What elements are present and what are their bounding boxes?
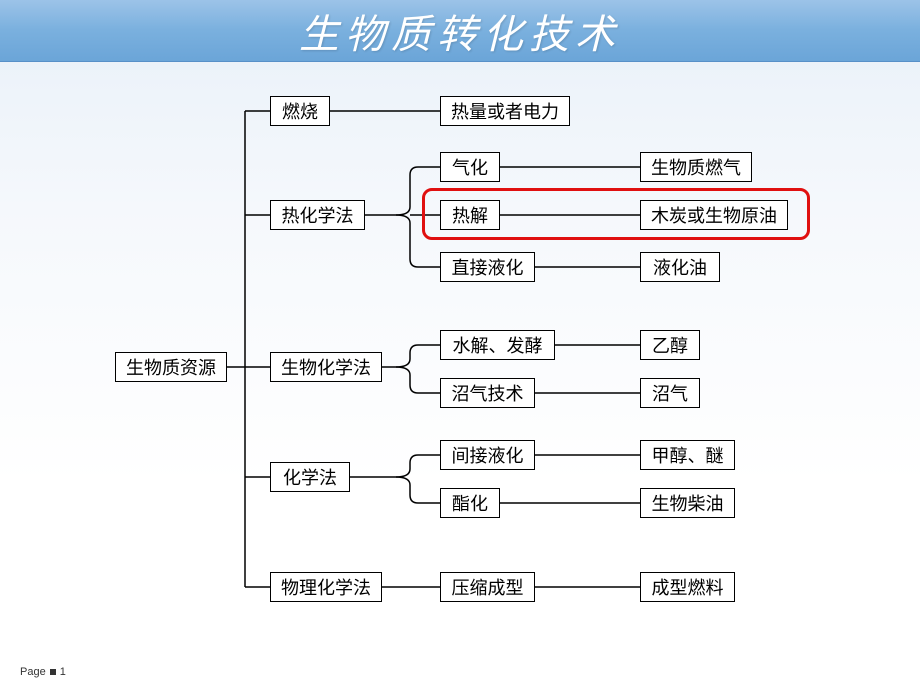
page-number: 1 <box>60 666 66 678</box>
node-o_biod: 生物柴油 <box>640 488 735 518</box>
node-o_meth: 甲醇、醚 <box>640 440 735 470</box>
node-p_combust: 热量或者电力 <box>440 96 570 126</box>
node-o_fuel: 成型燃料 <box>640 572 735 602</box>
page-separator-icon <box>50 669 56 675</box>
node-m1: 燃烧 <box>270 96 330 126</box>
node-p_liquef: 直接液化 <box>440 252 535 282</box>
node-p_gasif: 气化 <box>440 152 500 182</box>
node-m2: 热化学法 <box>270 200 365 230</box>
node-p_ester: 酯化 <box>440 488 500 518</box>
page-label: Page <box>20 666 46 678</box>
slide-title: 生物质转化技术 <box>299 2 621 60</box>
page-footer: Page 1 <box>20 666 66 678</box>
node-o_eth: 乙醇 <box>640 330 700 360</box>
node-p_hydrol: 水解、发酵 <box>440 330 555 360</box>
diagram-area: 生物质资源燃烧热化学法生物化学法化学法物理化学法热量或者电力气化热解直接液化水解… <box>0 62 920 662</box>
node-p_indliq: 间接液化 <box>440 440 535 470</box>
node-o_liqo: 液化油 <box>640 252 720 282</box>
node-o_gas: 生物质燃气 <box>640 152 752 182</box>
title-bar: 生物质转化技术 <box>0 0 920 62</box>
highlight-box <box>422 188 810 240</box>
node-m5: 物理化学法 <box>270 572 382 602</box>
node-p_compr: 压缩成型 <box>440 572 535 602</box>
slide: 生物质转化技术 生物质资源 燃烧热化学法生物化学法化学法物理化学法 热量或者电力气化… <box>0 0 920 690</box>
node-m3: 生物化学法 <box>270 352 382 382</box>
node-root: 生物质资源 <box>115 352 227 382</box>
node-m4: 化学法 <box>270 462 350 492</box>
node-p_biogas: 沼气技术 <box>440 378 535 408</box>
node-o_bgas: 沼气 <box>640 378 700 408</box>
